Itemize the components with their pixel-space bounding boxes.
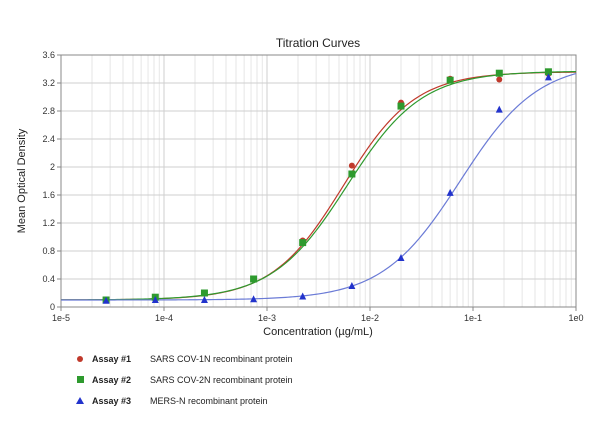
x-tick-label: 1e-2 <box>361 313 379 323</box>
y-axis-title: Mean Optical Density <box>16 128 28 233</box>
data-point-assay-2 <box>348 170 356 178</box>
y-tick-label: 2.8 <box>42 106 55 116</box>
data-point-assay-3 <box>348 282 356 289</box>
legend-item-assay-2: Assay #2 SARS COV-2N recombinant protein <box>74 372 293 388</box>
x-tick-label: 1e-5 <box>52 313 70 323</box>
data-point-assay-2 <box>397 102 405 110</box>
x-tick-label: 1e-4 <box>155 313 173 323</box>
legend-assay-label: Assay #2 <box>92 375 132 385</box>
data-point-assay-3 <box>495 105 503 113</box>
fit-curves <box>61 70 577 301</box>
data-point-assay-1 <box>496 76 503 83</box>
y-tick-label: 0 <box>50 302 55 312</box>
y-tick-label: 1.2 <box>42 218 55 228</box>
data-point-assay-2 <box>495 69 503 77</box>
legend-series-name: MERS-N recombinant protein <box>150 396 268 406</box>
triangle-marker-icon <box>74 396 86 406</box>
fit-curve-3 <box>61 72 577 301</box>
data-point-assay-3 <box>102 296 110 304</box>
legend-series-name: SARS COV-1N recombinant protein <box>150 354 293 364</box>
titration-chart: Titration Curves 1e-5 1e-4 1e-3 1e-2 1e-1 1e0… <box>16 36 584 338</box>
circle-marker-icon <box>74 354 86 364</box>
data-point-assay-3 <box>200 296 208 303</box>
square-marker-icon <box>74 375 86 385</box>
data-point-assay-3 <box>299 292 307 300</box>
legend: Assay #1 SARS COV-1N recombinant protein… <box>74 351 293 414</box>
data-point-assay-3 <box>151 296 159 303</box>
legend-item-assay-1: Assay #1 SARS COV-1N recombinant protein <box>74 351 293 367</box>
y-tick-label: 3.2 <box>42 78 55 88</box>
data-point-assay-2 <box>544 68 552 76</box>
y-tick-label: 0.8 <box>42 246 55 256</box>
y-tick-label: 2.4 <box>42 134 55 144</box>
y-tick-label: 3.6 <box>42 50 55 60</box>
data-point-assay-2 <box>446 76 454 84</box>
fit-curve-2 <box>61 70 577 301</box>
x-tick-label: 1e0 <box>568 313 583 323</box>
data-point-assay-3 <box>397 254 405 261</box>
y-tick-label: 0.4 <box>42 274 55 284</box>
legend-assay-label: Assay #1 <box>92 354 132 364</box>
chart-title: Titration Curves <box>276 36 360 50</box>
data-point-assay-2 <box>299 239 307 247</box>
data-point-assay-2 <box>250 275 258 283</box>
data-points <box>102 68 552 304</box>
data-point-assay-3 <box>446 188 454 196</box>
gridlines <box>57 54 577 311</box>
plot-area-frame <box>60 54 577 308</box>
x-axis-title: Concentration (µg/mL) <box>263 326 373 338</box>
fit-curve-1 <box>61 71 577 301</box>
data-point-assay-2 <box>200 289 208 297</box>
x-tick-label: 1e-3 <box>258 313 276 323</box>
y-tick-label: 2 <box>50 162 55 172</box>
tick-labels: 1e-5 1e-4 1e-3 1e-2 1e-1 1e0 0 0.4 0.8 1.2 1.6 2 2.4… <box>42 50 583 323</box>
x-tick-label: 1e-1 <box>464 313 482 323</box>
legend-item-assay-3: Assay #3 MERS-N recombinant protein <box>74 393 293 409</box>
data-point-assay-3 <box>544 73 552 81</box>
legend-series-name: SARS COV-2N recombinant protein <box>150 375 293 385</box>
y-tick-label: 1.6 <box>42 190 55 200</box>
legend-assay-label: Assay #3 <box>92 396 132 406</box>
data-point-assay-1 <box>348 162 355 169</box>
data-point-assay-3 <box>250 295 258 303</box>
